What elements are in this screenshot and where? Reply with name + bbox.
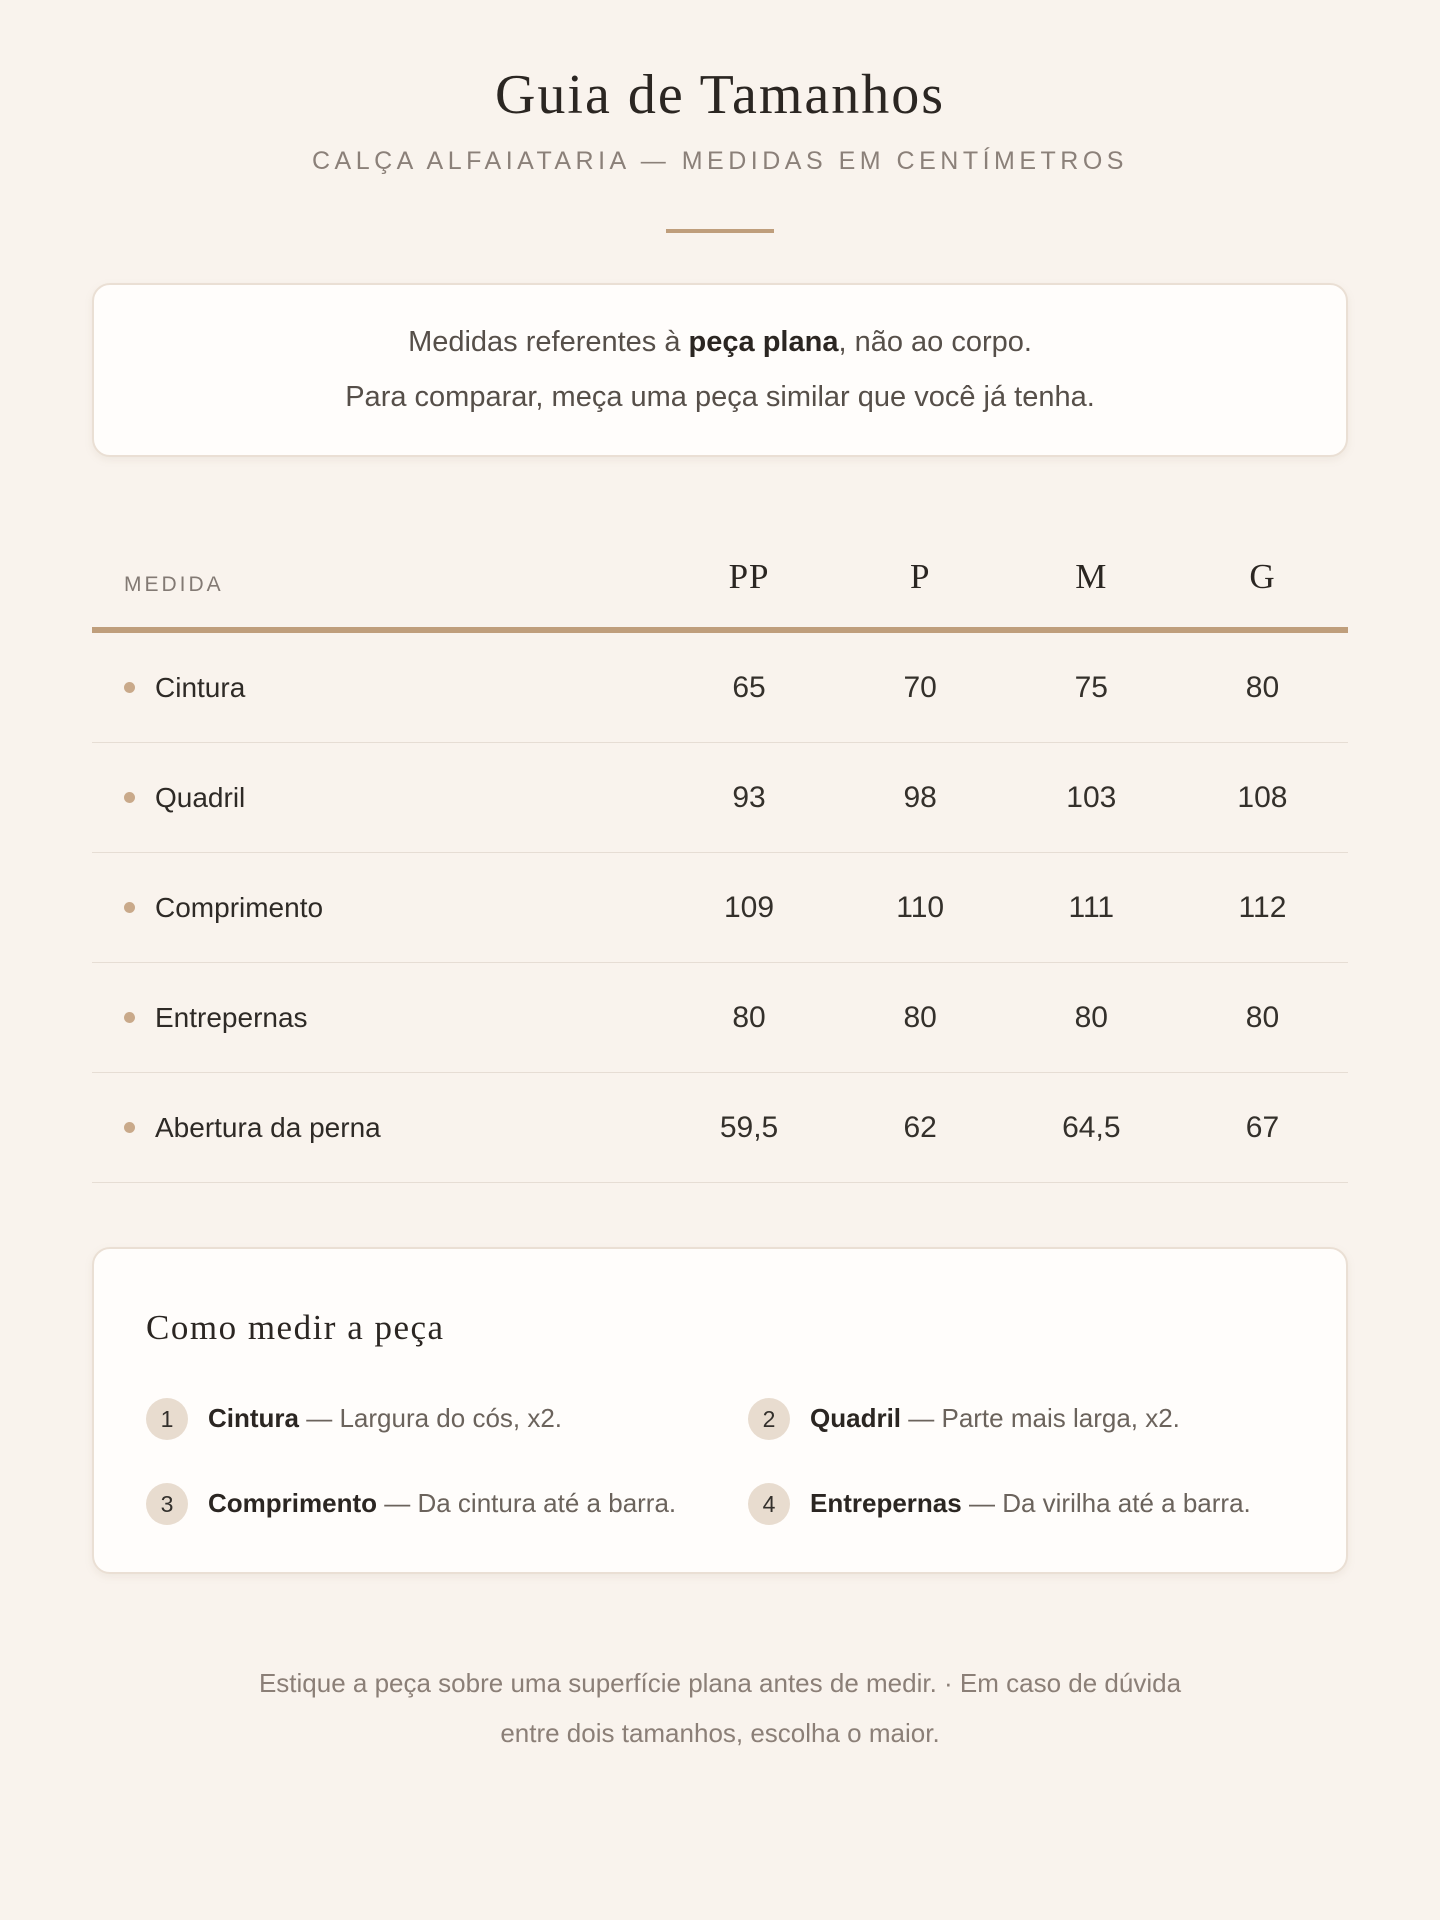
how-to-item: 1 Cintura — Largura do cós, x2. — [146, 1390, 692, 1447]
row-label: Cintura — [155, 671, 246, 703]
notice-line-1-prefix: Medidas referentes à — [408, 326, 689, 359]
how-to-grid: 1 Cintura — Largura do cós, x2. 2 Quadri… — [146, 1390, 1294, 1532]
step-number-badge: 3 — [146, 1483, 188, 1526]
table-row: Comprimento 109 110 111 112 — [92, 853, 1348, 964]
cell-value: 80 — [1245, 670, 1280, 704]
step-label: Comprimento — [208, 1488, 377, 1519]
table-row: Entrepernas 80 80 80 80 — [92, 963, 1348, 1074]
column-header-medida: MEDIDA — [124, 573, 224, 597]
cell-value: 93 — [732, 780, 766, 814]
column-header-g: G — [1249, 557, 1276, 597]
size-guide-page: Guia de Tamanhos CALÇA ALFAIATARIA — MED… — [92, 0, 1348, 1838]
notice-line-2: Para comparar, meça uma peça similar que… — [345, 381, 1095, 414]
cell-value: 111 — [1068, 890, 1115, 924]
how-to-item: 2 Quadril — Parte mais larga, x2. — [748, 1390, 1294, 1447]
cell-value: 65 — [732, 670, 766, 704]
bullet-icon — [124, 902, 135, 914]
step-label: Quadril — [810, 1403, 902, 1434]
how-to-item: 3 Comprimento — Da cintura até a barra. — [146, 1475, 692, 1532]
how-to-title: Como medir a peça — [146, 1308, 445, 1348]
page-title: Guia de Tamanhos — [494, 64, 946, 126]
step-label: Entrepernas — [810, 1488, 962, 1519]
step-description: — Largura do cós, x2. — [306, 1403, 563, 1434]
cell-value: 67 — [1245, 1110, 1280, 1144]
page-subtitle: CALÇA ALFAIATARIA — MEDIDAS EM CENTÍMETR… — [312, 147, 1128, 176]
bullet-icon — [124, 792, 135, 804]
notice-line-1-bold: peça plana — [688, 326, 839, 359]
cell-value: 75 — [1074, 670, 1108, 704]
step-number-badge: 1 — [146, 1398, 188, 1441]
bullet-icon — [124, 1122, 135, 1134]
bullet-icon — [124, 1012, 135, 1024]
row-label: Abertura da perna — [155, 1111, 381, 1143]
cell-value: 62 — [903, 1110, 937, 1144]
cell-value: 109 — [724, 890, 775, 924]
row-label: Comprimento — [155, 891, 324, 923]
cell-value: 80 — [732, 1000, 766, 1034]
how-to-item: 4 Entrepernas — Da virilha até a barra. — [748, 1475, 1294, 1532]
cell-value: 64,5 — [1062, 1110, 1121, 1144]
bullet-icon — [124, 682, 135, 694]
column-header-m: M — [1075, 557, 1108, 597]
footer-note: Estique a peça sobre uma superfície plan… — [92, 1658, 1348, 1838]
cell-value: 80 — [1074, 1000, 1108, 1034]
cell-value: 108 — [1237, 780, 1288, 814]
notice-line-1-suffix: , não ao corpo. — [838, 326, 1032, 359]
table-row: Abertura da perna 59,5 62 64,5 67 — [92, 1073, 1348, 1184]
cell-value: 70 — [903, 670, 937, 704]
how-to-card: Como medir a peça 1 Cintura — Largura do… — [92, 1247, 1348, 1575]
footer-line-2: entre dois tamanhos, escolha o maior. — [500, 1718, 940, 1749]
cell-value: 80 — [1245, 1000, 1280, 1034]
cell-value: 98 — [903, 780, 937, 814]
table-header-row: MEDIDA PP P M G — [92, 557, 1348, 634]
size-table: MEDIDA PP P M G Cintura 65 70 75 80 Quad… — [92, 557, 1348, 1184]
step-description: — Da virilha até a barra. — [968, 1488, 1251, 1519]
column-header-p: P — [909, 557, 931, 597]
row-label: Entrepernas — [155, 1001, 308, 1033]
header: Guia de Tamanhos CALÇA ALFAIATARIA — MED… — [92, 62, 1348, 234]
table-row: Quadril 93 98 103 108 — [92, 743, 1348, 854]
notice-card: Medidas referentes à peça plana, não ao … — [92, 283, 1348, 458]
step-number-badge: 4 — [748, 1483, 790, 1526]
footer-line-1: Estique a peça sobre uma superfície plan… — [258, 1668, 1182, 1699]
table-row: Cintura 65 70 75 80 — [92, 633, 1348, 744]
step-number-badge: 2 — [748, 1398, 790, 1441]
cell-value: 103 — [1066, 780, 1117, 814]
cell-value: 112 — [1238, 890, 1287, 924]
step-description: — Da cintura até a barra. — [384, 1488, 677, 1519]
column-header-pp: PP — [728, 557, 770, 597]
step-label: Cintura — [208, 1403, 299, 1434]
cell-value: 80 — [903, 1000, 937, 1034]
row-label: Quadril — [155, 781, 246, 813]
cell-value: 59,5 — [719, 1110, 779, 1144]
notice-line-1: Medidas referentes à peça plana, não ao … — [134, 315, 1306, 370]
step-description: — Parte mais larga, x2. — [908, 1403, 1180, 1434]
title-divider — [666, 229, 774, 234]
cell-value: 110 — [896, 890, 945, 924]
